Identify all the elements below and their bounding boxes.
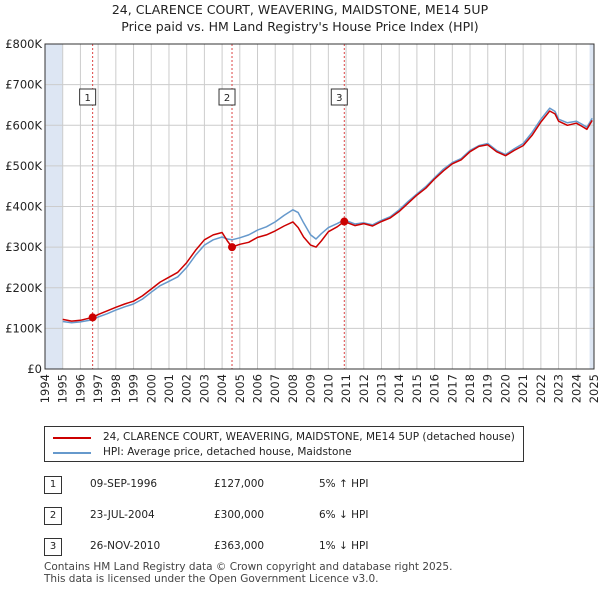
legend-label-hpi: HPI: Average price, detached house, Maid… [103,446,352,458]
x-tick-label: 2005 [233,374,247,403]
transaction-hpi-diff: 6% ↓ HPI [319,509,369,521]
y-tick-label: £600K [5,118,42,132]
chart-title: 24, CLARENCE COURT, WEAVERING, MAIDSTONE… [111,2,489,17]
x-tick-label: 2024 [569,374,583,403]
x-tick-label: 2014 [392,374,406,403]
series-line-property [62,110,593,322]
transaction-hpi-diff: 5% ↑ HPI [319,478,369,490]
sale-label-box [79,88,97,106]
x-tick-label: 2007 [268,374,282,403]
grid-layer [44,43,595,370]
x-tick-label: 2019 [481,374,495,403]
sale-labels: 1 2 3 [79,88,348,106]
series-layer [62,107,593,324]
x-tick-label: 2003 [197,374,211,403]
plot-frame [44,43,595,370]
footer-copyright: Contains HM Land Registry data © Crown c… [44,561,453,573]
legend-swatch-hpi [53,452,91,454]
sale-points [88,217,349,322]
y-tick-label: £0 [27,362,42,376]
y-tick-label: £300K [5,240,42,254]
transaction-date: 26-NOV-2010 [90,540,161,552]
sale-label-box [330,88,348,106]
x-tick-label: 2006 [251,374,265,403]
sale-point [340,217,349,226]
x-tick-label: 1994 [38,374,52,403]
y-tick-label: £800K [5,37,42,51]
sale-point [88,313,97,322]
x-tick-label: 2023 [552,374,566,403]
sale-point [228,243,237,252]
transaction-price: £363,000 [214,540,265,552]
legend-swatch-property [53,437,91,439]
footer-licence: This data is licensed under the Open Gov… [44,573,379,585]
x-tick-label: 1996 [73,374,87,403]
x-tick-label: 1998 [109,374,123,403]
y-tick-label: £500K [5,159,42,173]
x-tick-label: 2022 [534,374,548,403]
x-tick-label: 1995 [56,374,70,403]
x-tick-label: 2009 [304,374,318,403]
transaction-price: £127,000 [214,478,265,490]
x-tick-label: 2021 [516,374,530,403]
y-tick-label: £700K [5,78,42,92]
y-tick-label: £100K [5,321,42,335]
x-tick-label: 2018 [463,374,477,403]
transaction-number: 2 [44,507,62,525]
y-tick-label: £400K [5,200,42,214]
transaction-date: 23-JUL-2004 [90,509,155,521]
sale-label-number: 1 [84,93,90,104]
x-tick-label: 2025 [587,374,600,403]
price-chart: 1 2 3 £0 £100K £200K £300K £400K £500K £600K £700… [5,37,600,403]
x-tick-label: 1997 [91,374,105,403]
x-tick-label: 2016 [428,374,442,403]
x-tick-label: 2013 [374,374,388,403]
legend-label-property: 24, CLARENCE COURT, WEAVERING, MAIDSTONE… [103,431,515,443]
sale-label-number: 2 [224,93,230,104]
x-tick-label: 2004 [215,374,229,403]
x-tick-label: 2015 [410,374,424,403]
sale-label-box [218,88,236,106]
x-tick-label: 1999 [127,374,141,403]
x-tick-label: 2002 [180,374,194,403]
sale-label-number: 3 [336,93,342,104]
x-tick-label: 2017 [445,374,459,403]
axis-labels: £0 £100K £200K £300K £400K £500K £600K £700K £80… [5,37,600,403]
transaction-hpi-diff: 1% ↓ HPI [319,540,369,552]
x-tick-label: 2010 [321,374,335,403]
x-tick-label: 2020 [498,374,512,403]
series-line-hpi [62,107,593,324]
transaction-price: £300,000 [214,509,265,521]
x-tick-label: 2008 [286,374,300,403]
x-tick-label: 2001 [162,374,176,403]
x-tick-label: 2011 [339,374,353,403]
transaction-number: 3 [44,538,62,556]
chart-subtitle: Price paid vs. HM Land Registry's House … [121,19,479,34]
x-tick-label: 2000 [144,374,158,403]
y-tick-label: £200K [5,281,42,295]
transaction-date: 09-SEP-1996 [90,478,158,490]
legend: 24, CLARENCE COURT, WEAVERING, MAIDSTONE… [44,426,524,462]
x-tick-label: 2012 [357,374,371,403]
transaction-number: 1 [44,476,62,494]
